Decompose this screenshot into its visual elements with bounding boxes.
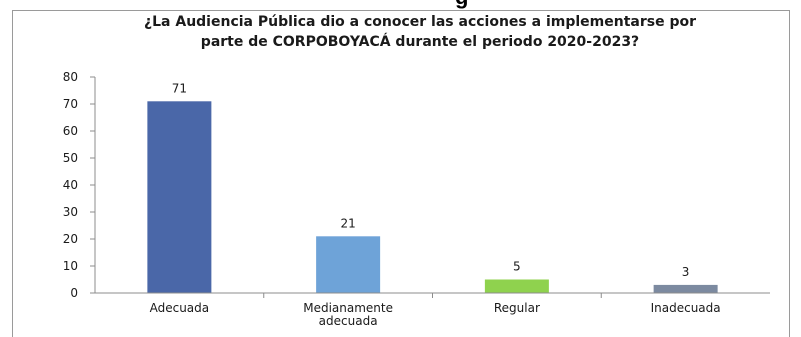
x-category-label: Regular	[494, 301, 540, 315]
y-axis: 0 10 20 30 40 50 60 70 80	[63, 70, 96, 300]
x-category-label: Adecuada	[150, 301, 210, 315]
data-label: 3	[682, 265, 690, 279]
data-label: 71	[172, 81, 187, 95]
chart-frame	[12, 10, 790, 337]
y-tick-label: 20	[63, 232, 78, 246]
bars: 71 21 5 3	[147, 81, 718, 293]
x-category-label: Inadecuada	[651, 301, 721, 315]
chart-title-line-1: ¿La Audiencia Pública dio a conocer las …	[144, 14, 696, 30]
bar	[147, 101, 212, 293]
y-tick-label: 70	[63, 97, 78, 111]
bar	[653, 284, 718, 293]
data-label: 5	[513, 260, 521, 274]
y-tick-label: 40	[63, 178, 78, 192]
cropped-heading-fragment: g	[455, 0, 468, 10]
x-category-label: Medianamente	[303, 301, 393, 315]
y-tick-label: 0	[70, 286, 78, 300]
data-label: 21	[340, 216, 355, 230]
bar	[316, 236, 381, 293]
y-tick-label: 30	[63, 205, 78, 219]
y-tick-label: 10	[63, 259, 78, 273]
y-tick-label: 60	[63, 124, 78, 138]
bar	[484, 279, 549, 293]
x-category-label: adecuada	[319, 314, 378, 328]
y-tick-label: 80	[63, 70, 78, 84]
y-tick-label: 50	[63, 151, 78, 165]
chart-title-line-2: parte de CORPOBOYACÁ durante el periodo …	[201, 33, 639, 50]
